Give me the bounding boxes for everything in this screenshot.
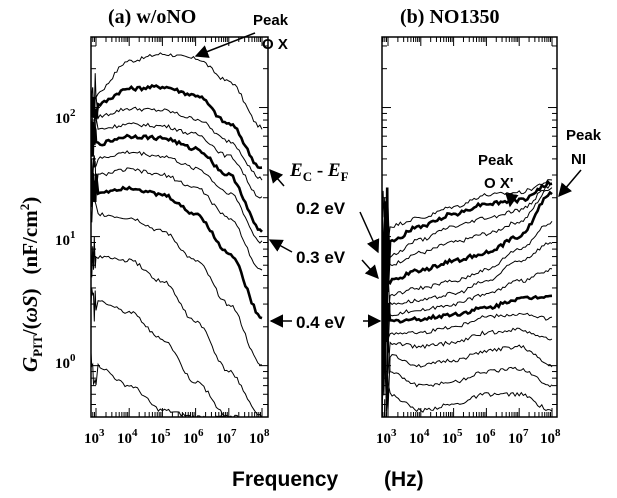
panel-b-series-line-1 bbox=[382, 179, 553, 285]
energy-label-0-3ev: 0.3 eV bbox=[296, 248, 346, 267]
panel-b-title: (b) NO1350 bbox=[400, 6, 499, 28]
xtick-label-b-1e4: 104 bbox=[409, 427, 430, 447]
ytick-label-1e2: 102 bbox=[55, 107, 76, 127]
peak-ox-label-line2: O X bbox=[262, 36, 288, 53]
panel-b-series-line-4 bbox=[382, 190, 553, 319]
panel-a-series-line-0 bbox=[91, 52, 263, 130]
panel-b-series-line-6 bbox=[382, 242, 553, 355]
panel-b-series-line-3 bbox=[382, 187, 553, 323]
panel-a-series-line-3 bbox=[91, 117, 263, 199]
panel-b-series-line-8 bbox=[382, 266, 553, 378]
xtick-label-a-1e8: 108 bbox=[249, 427, 270, 447]
xtick-label-a-1e5: 105 bbox=[150, 427, 171, 447]
xtick-label-b-1e3: 103 bbox=[376, 427, 397, 447]
panel-a-series-line-6 bbox=[91, 157, 263, 271]
svg-text:GPIT/(ωS)(nF/cm2): GPIT/(ωS)(nF/cm2) bbox=[17, 197, 45, 372]
axis-ticks bbox=[91, 37, 557, 418]
panel-b-xtick-labels: 103 104 105 106 107 108 bbox=[376, 427, 561, 447]
panel-a-series-line-1 bbox=[91, 83, 263, 170]
panel-a-series-line-11 bbox=[91, 352, 230, 417]
panel-b-series-line-9 bbox=[382, 287, 553, 378]
panel-a-series-line-10 bbox=[91, 288, 263, 417]
xtick-label-a-1e3: 103 bbox=[84, 427, 105, 447]
panel-b-series-line-5 bbox=[382, 220, 553, 334]
energy-label-0-4ev: 0.4 eV bbox=[296, 313, 346, 332]
panel-b-series-line-0 bbox=[382, 179, 553, 278]
panel-a-series-line-4 bbox=[91, 121, 263, 233]
arrow-02ev-left bbox=[269, 168, 285, 187]
panel-a-title: (a) w/oNO bbox=[108, 6, 196, 28]
ytick-label-1e0: 100 bbox=[55, 352, 76, 372]
xtick-label-b-1e8: 108 bbox=[540, 427, 561, 447]
ec-ef-label: EC - EF bbox=[289, 160, 349, 184]
panel-a-series bbox=[91, 52, 263, 417]
panel-b-series-line-10 bbox=[382, 287, 553, 385]
arrow-02ev-right bbox=[359, 211, 380, 254]
arrow-03ev-right bbox=[361, 259, 379, 280]
peak-oxp-label-line2: O X' bbox=[484, 175, 513, 192]
panel-a-series-line-9 bbox=[91, 234, 263, 417]
panel-a-series-line-8 bbox=[91, 197, 263, 366]
energy-label-0-2ev: 0.2 eV bbox=[296, 199, 346, 218]
peak-oxp-arrow bbox=[505, 192, 519, 208]
xtick-label-a-1e6: 106 bbox=[183, 427, 204, 447]
xtick-label-b-1e6: 106 bbox=[475, 427, 496, 447]
panel-a-series-line-2 bbox=[91, 95, 263, 181]
panel-b-series bbox=[382, 179, 553, 417]
xtick-label-b-1e7: 107 bbox=[508, 427, 529, 447]
panel-b-series-line-13 bbox=[382, 369, 553, 417]
arrow-03ev-left bbox=[268, 239, 293, 253]
peak-ni-arrow bbox=[558, 169, 582, 198]
panel-b-series-line-12 bbox=[382, 335, 553, 417]
xtick-label-a-1e4: 104 bbox=[117, 427, 138, 447]
peak-ox-arrow bbox=[194, 32, 256, 58]
panel-a-frame bbox=[90, 36, 269, 418]
x-axis-label: Frequency bbox=[232, 468, 339, 491]
ytick-label-1e1: 101 bbox=[55, 229, 76, 249]
peak-ni-label-line1: Peak bbox=[566, 127, 602, 144]
peak-ni-label-line2: NI bbox=[571, 151, 586, 168]
y-axis-label: GPIT/(ωS)(nF/cm2) bbox=[17, 197, 45, 372]
panel-a-series-line-5 bbox=[91, 148, 263, 244]
xtick-label-b-1e5: 105 bbox=[442, 427, 463, 447]
xtick-label-a-1e7: 107 bbox=[216, 427, 237, 447]
panel-b-series-line-7 bbox=[382, 267, 553, 367]
panel-b-frame bbox=[381, 36, 558, 418]
panel-a-xtick-labels: 103 104 105 106 107 108 bbox=[84, 427, 270, 447]
peak-oxp-label-line1: Peak bbox=[478, 152, 514, 169]
x-axis-unit: (Hz) bbox=[384, 468, 424, 491]
panel-a-series-line-7 bbox=[91, 173, 263, 320]
panel-b-series-line-2 bbox=[382, 183, 553, 312]
peak-ox-label-line1: Peak bbox=[253, 12, 289, 29]
panel-b-series-line-11 bbox=[382, 325, 553, 411]
